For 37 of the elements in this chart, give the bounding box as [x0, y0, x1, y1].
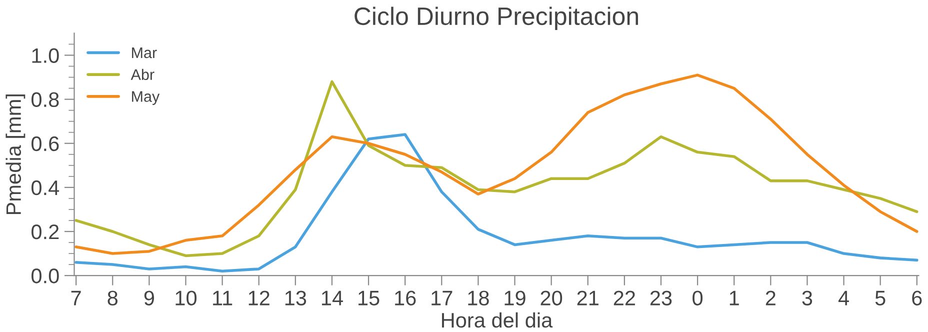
y-tick-label: 0.8 — [32, 92, 59, 108]
x-axis-title: Hora del dia — [442, 312, 553, 328]
x-tick-label: 3 — [802, 290, 812, 306]
y-tick-label: 0.0 — [32, 268, 59, 284]
y-tick-label: 0.2 — [32, 224, 59, 240]
legend-label: May — [132, 91, 160, 105]
x-tick-label: 15 — [358, 290, 380, 306]
x-tick-label: 10 — [176, 290, 197, 306]
x-tick-label: 2 — [766, 290, 776, 306]
x-tick-label: 0 — [692, 290, 703, 306]
legend-label: Mar — [132, 48, 157, 58]
x-tick-label: 19 — [504, 290, 526, 306]
x-tick-label: 9 — [144, 290, 154, 306]
x-tick-label: 23 — [650, 290, 672, 306]
x-tick-label: 20 — [540, 290, 562, 306]
x-tick-label: 12 — [248, 290, 270, 306]
x-tick-label: 7 — [71, 290, 81, 306]
x-tick-label: 1 — [730, 290, 739, 306]
chart-title: Ciclo Diurno Precipitacion — [354, 6, 638, 30]
x-tick-label: 18 — [468, 290, 489, 306]
x-tick-label: 8 — [108, 290, 118, 306]
x-tick-label: 4 — [838, 290, 849, 306]
y-tick-label: 0.6 — [32, 136, 59, 152]
y-tick-label: 1.0 — [32, 48, 59, 63]
x-tick-label: 5 — [875, 290, 886, 306]
x-tick-label: 6 — [912, 290, 922, 306]
x-tick-label: 11 — [213, 290, 232, 306]
line-series — [74, 133, 918, 273]
x-tick-label: 22 — [614, 290, 635, 306]
x-tick-label: 21 — [577, 290, 598, 306]
x-tick-label: 17 — [432, 290, 452, 306]
y-axis-title: Pmedia [mm] — [6, 94, 26, 214]
x-tick-label: 14 — [322, 290, 343, 306]
x-tick-label: 13 — [285, 290, 306, 306]
legend-label: Abr — [130, 68, 154, 80]
x-tick-label: 16 — [395, 290, 416, 306]
y-tick-label: 0.4 — [32, 180, 60, 196]
